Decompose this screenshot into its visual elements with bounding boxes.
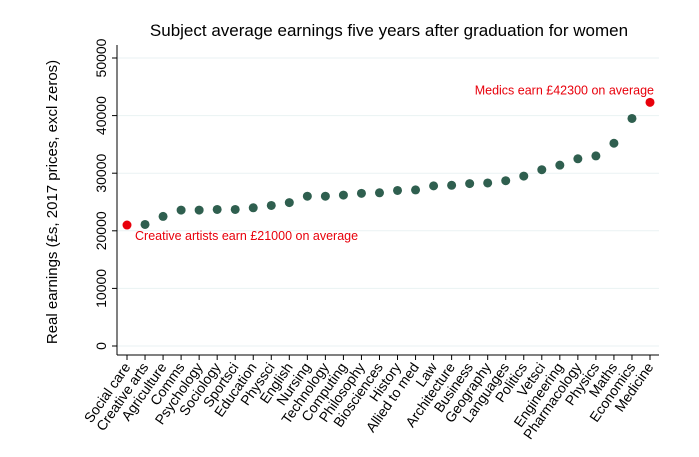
data-point bbox=[266, 200, 276, 210]
data-point bbox=[302, 191, 312, 201]
y-tick-label: 10000 bbox=[93, 269, 109, 308]
data-point bbox=[140, 219, 150, 229]
data-point bbox=[212, 204, 222, 214]
y-tick-label: 40000 bbox=[93, 96, 109, 135]
data-point bbox=[356, 188, 366, 198]
y-tick-label: 20000 bbox=[93, 211, 109, 250]
highlight-point bbox=[645, 97, 655, 107]
data-point bbox=[374, 188, 384, 198]
data-point bbox=[609, 138, 619, 148]
data-point bbox=[537, 165, 547, 175]
data-point bbox=[591, 151, 601, 161]
y-tick-label: 0 bbox=[93, 342, 109, 350]
gridlines bbox=[117, 57, 659, 347]
data-point bbox=[393, 185, 403, 195]
highlight-point bbox=[122, 220, 132, 230]
data-point bbox=[555, 160, 565, 170]
data-point bbox=[194, 205, 204, 215]
data-points bbox=[122, 97, 655, 230]
annotation-label: Creative artists earn £21000 on average bbox=[135, 229, 358, 243]
data-point bbox=[573, 154, 583, 164]
data-point bbox=[176, 205, 186, 215]
data-point bbox=[230, 204, 240, 214]
data-point bbox=[320, 191, 330, 201]
data-point bbox=[411, 185, 421, 195]
data-point bbox=[338, 190, 348, 200]
data-point bbox=[519, 171, 529, 181]
data-point bbox=[447, 180, 457, 190]
y-axis-ticks: 0 10000 20000 30000 40000 50000 bbox=[93, 38, 117, 350]
data-point bbox=[248, 203, 258, 213]
y-tick-label: 50000 bbox=[93, 38, 109, 77]
data-point bbox=[483, 178, 493, 188]
data-point bbox=[158, 211, 168, 221]
y-axis-label: Real earnings (£s, 2017 prices, excl zer… bbox=[44, 60, 61, 344]
y-tick-label: 30000 bbox=[93, 154, 109, 193]
annotations: Creative artists earn £21000 on average M… bbox=[135, 83, 654, 243]
data-point bbox=[465, 179, 475, 189]
data-point bbox=[284, 198, 294, 208]
data-point bbox=[627, 113, 637, 123]
data-point bbox=[501, 176, 511, 186]
annotation-label: Medics earn £42300 on average bbox=[475, 83, 654, 97]
chart-title: Subject average earnings five years afte… bbox=[150, 21, 628, 40]
data-point bbox=[429, 181, 439, 191]
